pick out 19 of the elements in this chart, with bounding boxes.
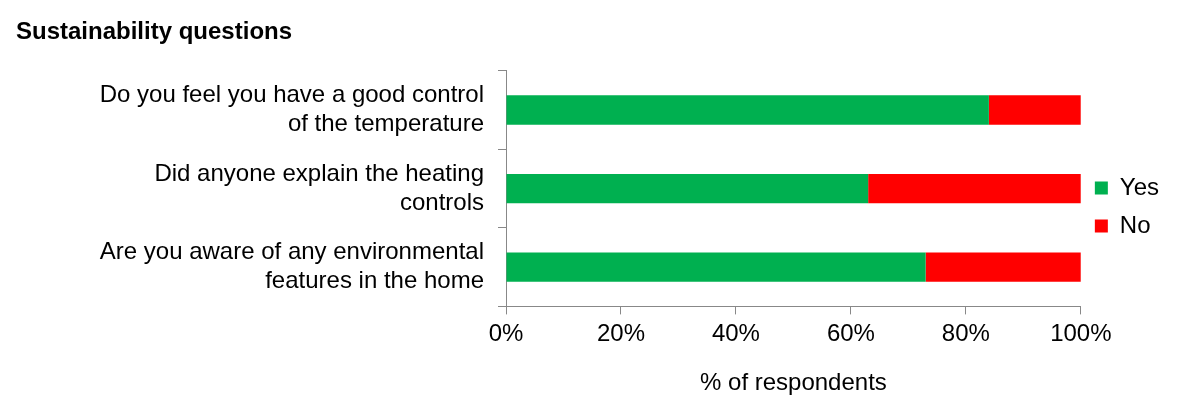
- bar: [506, 95, 989, 125]
- bar: [925, 252, 1081, 282]
- text: Sustainability questions: [16, 17, 293, 45]
- x-tick-label: 40%: [711, 319, 760, 347]
- bar: [506, 173, 869, 204]
- x-axis-title: % of respondents: [700, 368, 887, 396]
- x-tick-label: 80%: [941, 319, 990, 347]
- bar: [868, 173, 1081, 204]
- legend-label: No: [1119, 210, 1151, 238]
- x-tick-label: 20%: [596, 319, 645, 347]
- bar: [506, 252, 926, 282]
- bar: [988, 95, 1081, 125]
- y-tick-label: Do you feel you have a good control of the temperature: [99, 80, 484, 137]
- x-tick-label: 60%: [826, 319, 875, 347]
- x-tick-label: 0%: [488, 319, 524, 347]
- y-tick-label: Did anyone explain the heating controls: [154, 158, 484, 215]
- legend-label: Yes: [1119, 172, 1159, 200]
- x-tick-label: 100%: [1050, 319, 1112, 347]
- y-tick-label: Are you aware of any environmental features in the home: [99, 237, 484, 294]
